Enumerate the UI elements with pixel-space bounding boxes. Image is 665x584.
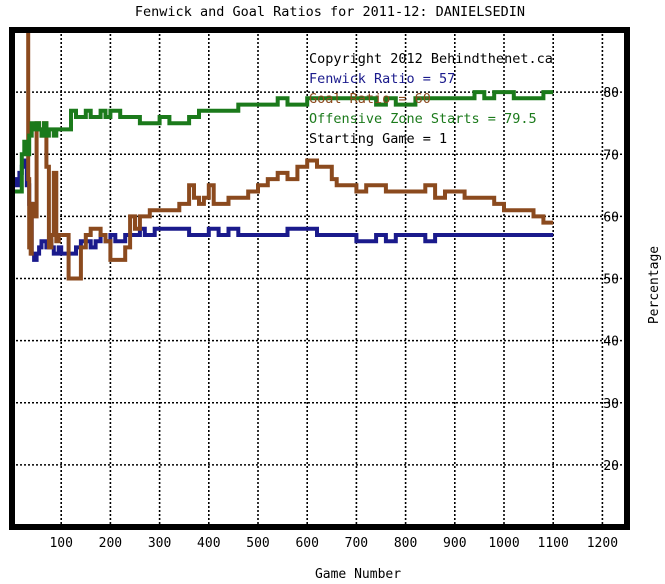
x-tick-label: 700 xyxy=(345,536,368,551)
annotation-line: Fenwick Ratio = 57 xyxy=(309,71,455,87)
y-tick-label: 20 xyxy=(603,459,619,474)
series-line-offensive-zone-starts xyxy=(12,90,554,194)
annotation-line: Goal Ratio = 60 xyxy=(309,91,431,107)
y-tick-label: 60 xyxy=(603,210,619,225)
x-tick-label: 1000 xyxy=(488,536,519,551)
annotation-line: Starting Game = 1 xyxy=(309,131,447,147)
tick-labels: 100 200 300 400 500 600 700 800 900 1000 1100 1200 2… xyxy=(49,86,619,551)
y-tick-label: 80 xyxy=(603,86,619,101)
annotations: Copyright 2012 Behindthenet.ca Fenwick Ra… xyxy=(309,51,553,147)
annotation-line: Copyright 2012 Behindthenet.ca xyxy=(309,51,553,67)
x-tick-label: 1100 xyxy=(538,536,569,551)
x-axis-label: Game Number xyxy=(315,567,401,580)
series-line-fenwick-ratio xyxy=(12,158,554,262)
y-tick-label: 40 xyxy=(603,335,619,350)
x-tick-label: 1200 xyxy=(587,536,618,551)
annotation-line: Offensive Zone Starts = 79.5 xyxy=(309,111,537,127)
y-tick-label: 50 xyxy=(603,273,619,288)
series-line-goal-ratio xyxy=(26,30,554,281)
grid-lines xyxy=(12,30,627,527)
x-tick-label: 900 xyxy=(443,536,466,551)
x-tick-label: 100 xyxy=(49,536,72,551)
chart-title: Fenwick and Goal Ratios for 2011-12: DAN… xyxy=(135,4,525,20)
x-tick-label: 400 xyxy=(197,536,220,551)
x-tick-label: 300 xyxy=(148,536,171,551)
plot-frame xyxy=(9,27,630,530)
x-tick-label: 200 xyxy=(99,536,122,551)
y-tick-label: 30 xyxy=(603,397,619,412)
series-lines xyxy=(12,30,554,281)
x-tick-label: 500 xyxy=(246,536,269,551)
x-tick-label: 600 xyxy=(295,536,318,551)
y-axis-label: Percentage xyxy=(647,246,662,324)
x-tick-label: 800 xyxy=(394,536,417,551)
y-tick-label: 70 xyxy=(603,148,619,163)
